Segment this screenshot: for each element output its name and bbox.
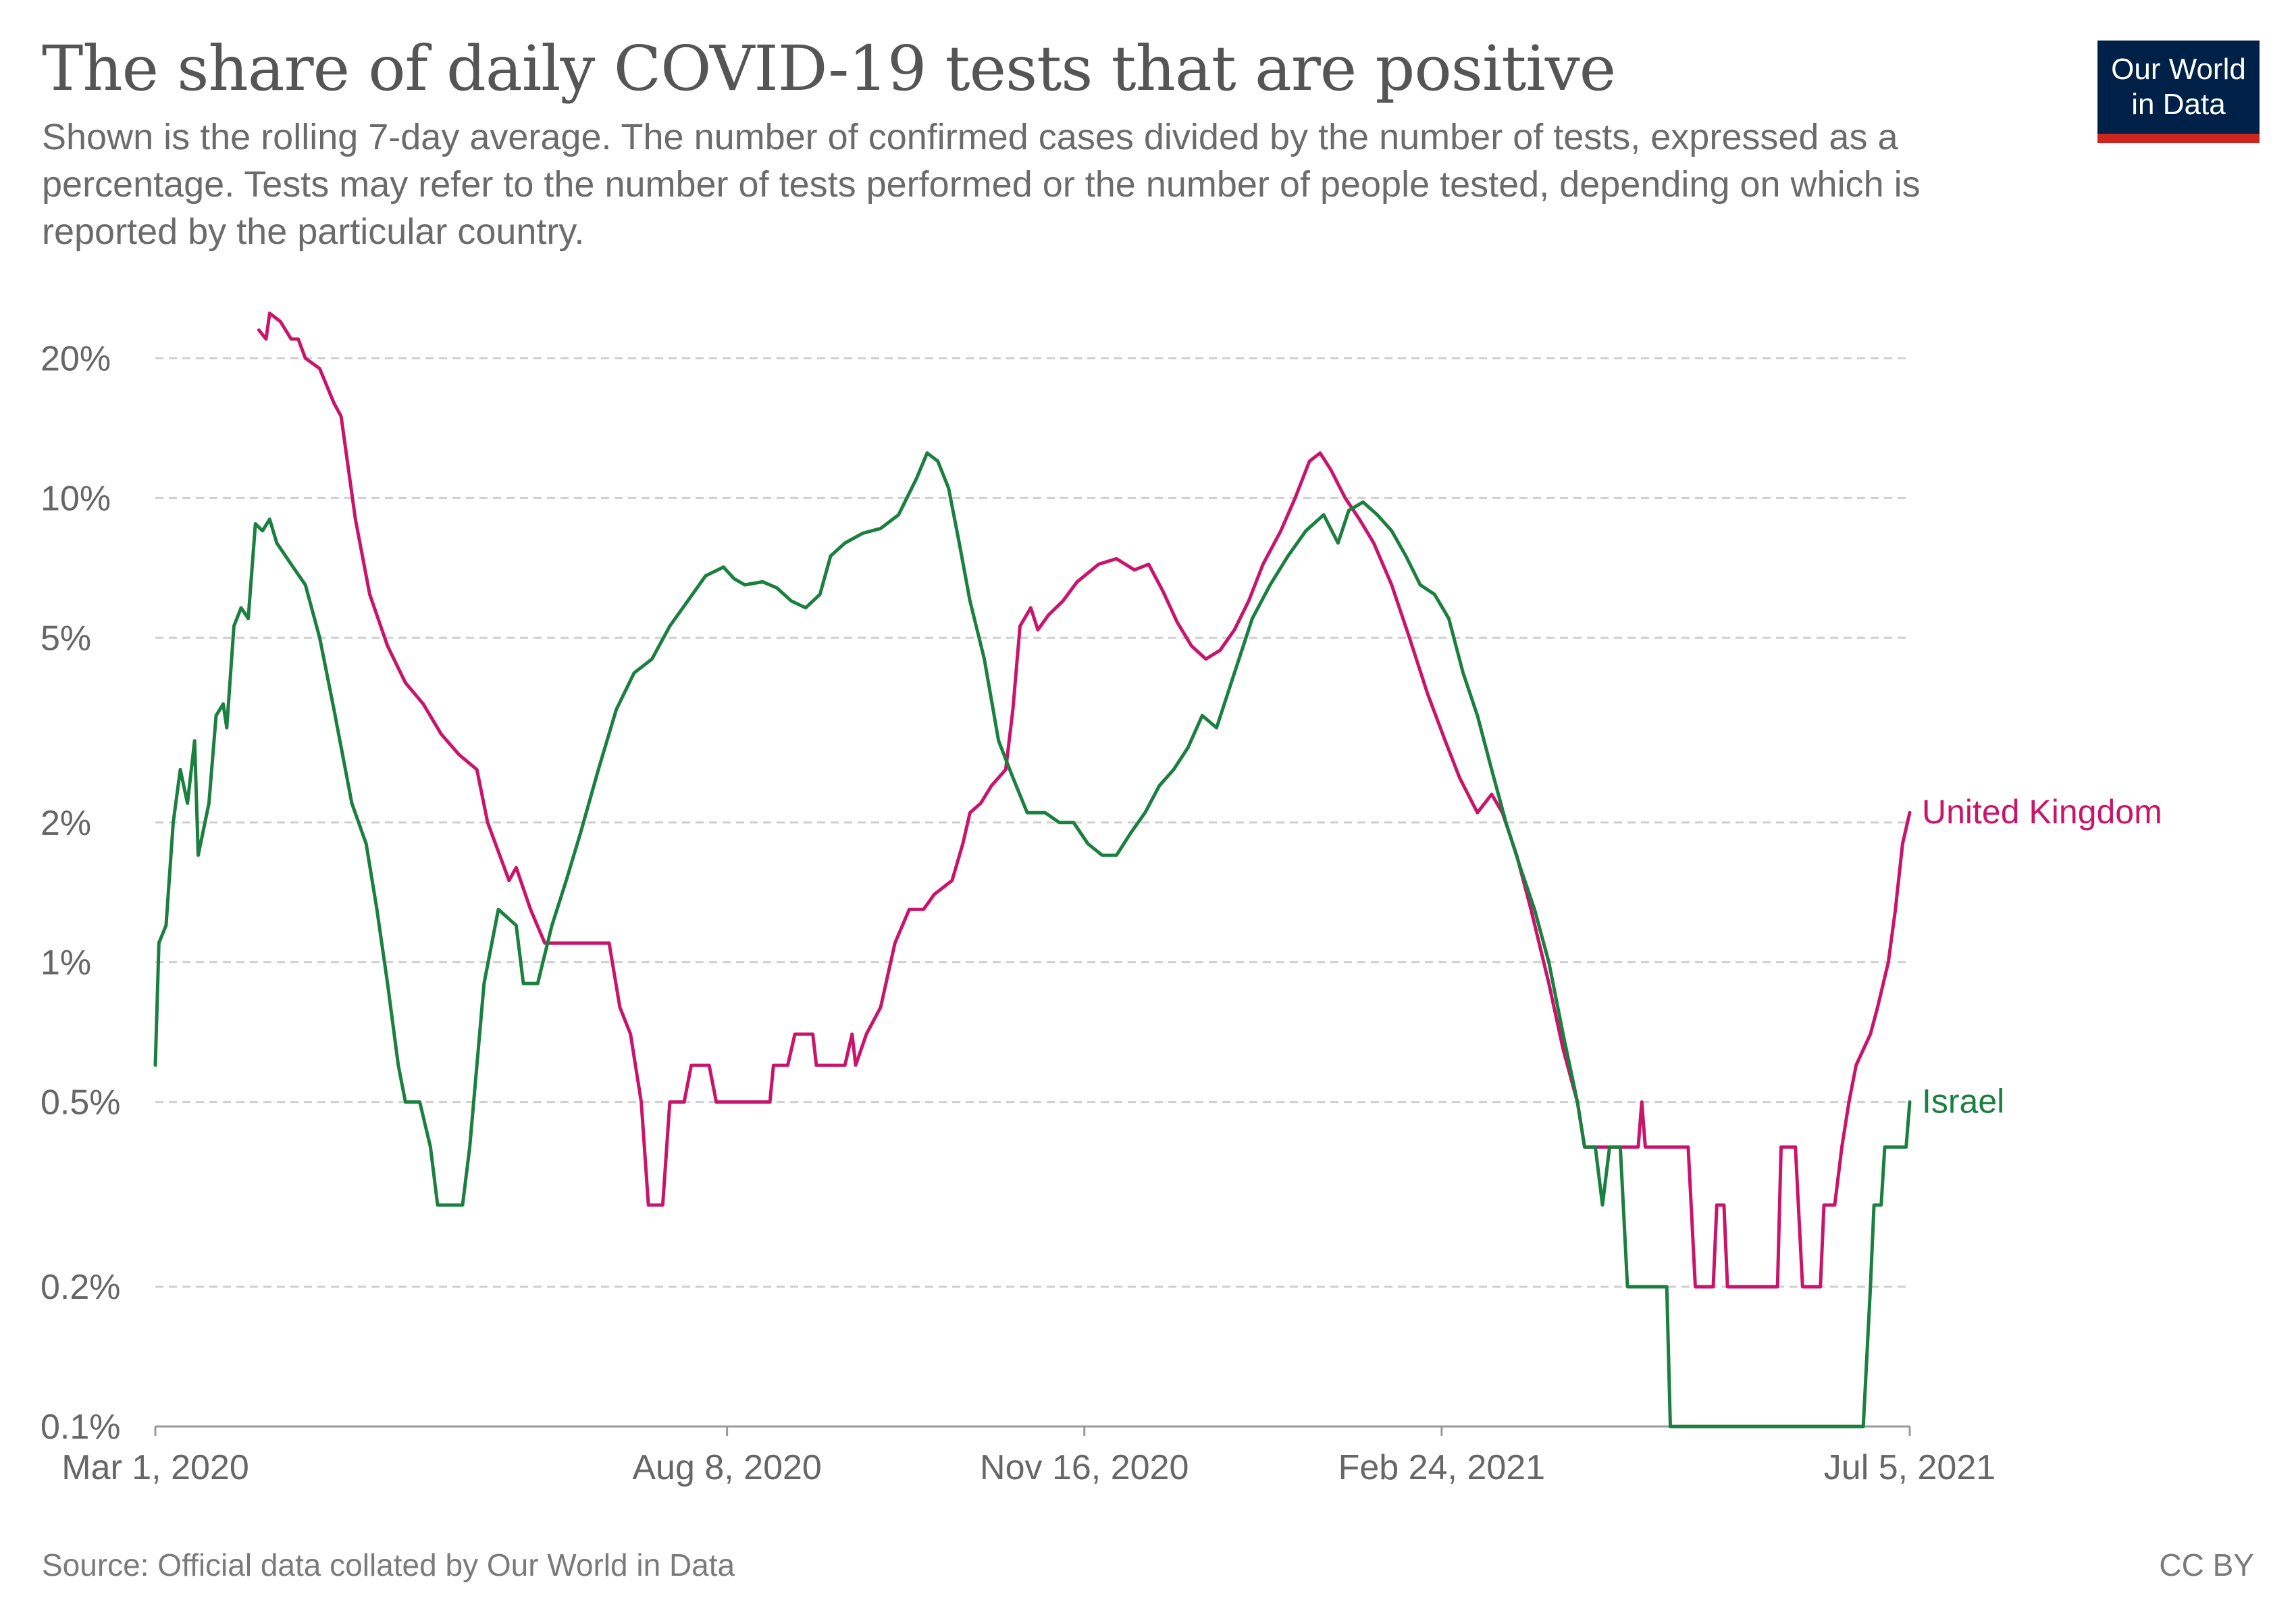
y-tick-label: 1% <box>41 944 91 983</box>
y-tick-label: 0.2% <box>41 1268 121 1307</box>
y-tick-label: 10% <box>41 479 111 518</box>
series-label-israel: Israel <box>1922 1083 2004 1121</box>
owid-logo[interactable]: Our World in Data <box>2097 41 2260 143</box>
y-tick-label: 20% <box>41 339 111 378</box>
y-tick-label: 5% <box>41 619 91 658</box>
series-line-united-kingdom <box>257 311 1912 1289</box>
chart-title: The share of daily COVID-19 tests that a… <box>42 32 1616 105</box>
x-tick-label: Aug 8, 2020 <box>632 1448 821 1487</box>
x-tick-label: Jul 5, 2021 <box>1824 1448 1995 1487</box>
chart-subtitle: Shown is the rolling 7-day average. The … <box>42 117 1921 252</box>
series-label-united-kingdom: United Kingdom <box>1922 793 2162 831</box>
source-note: Source: Official data collated by Our Wo… <box>42 1547 735 1583</box>
y-tick-label: 0.5% <box>41 1083 121 1123</box>
series-labels: United Kingdom Israel <box>1922 793 2162 1120</box>
y-tick-label: 2% <box>41 804 91 843</box>
logo-line-1: Our World <box>2111 53 2246 86</box>
logo-line-2: in Data <box>2131 88 2226 121</box>
x-tick-label: Feb 24, 2021 <box>1338 1448 1545 1487</box>
y-axis-ticks: 0.1% 0.2% 0.5% 1% 2% 5% 10% 20% <box>41 339 121 1447</box>
y-tick-label: 0.1% <box>41 1408 121 1447</box>
x-tick-label: Nov 16, 2020 <box>980 1448 1189 1487</box>
grid-lines <box>155 357 1910 1288</box>
series-line-israel <box>153 451 1912 1429</box>
series-lines <box>153 311 1912 1429</box>
x-tick-label: Mar 1, 2020 <box>61 1448 249 1487</box>
license-link[interactable]: CC BY <box>2159 1547 2254 1583</box>
x-axis: Mar 1, 2020 Aug 8, 2020 Nov 16, 2020 Feb 24… <box>61 1425 1995 1487</box>
